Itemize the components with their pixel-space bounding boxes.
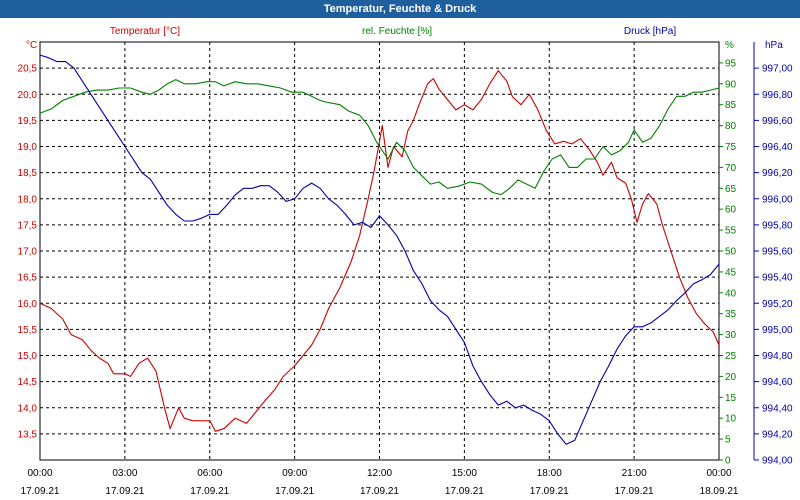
humidity-tick-label: 80 bbox=[725, 121, 737, 132]
humidity-tick-label: 30 bbox=[725, 330, 737, 341]
pressure-tick-label: 995,80 bbox=[762, 220, 793, 231]
temperature-tick-label: 17,0 bbox=[18, 247, 38, 258]
temperature-tick-label: 20,5 bbox=[18, 64, 38, 75]
x-tick-time: 06:00 bbox=[197, 468, 222, 479]
temperature-tick-label: 19,5 bbox=[18, 116, 38, 127]
humidity-header: rel. Feuchte [%] bbox=[362, 26, 432, 37]
pressure-tick-label: 994,20 bbox=[762, 429, 793, 440]
pressure-tick-label: 995,60 bbox=[762, 247, 793, 258]
humidity-tick-label: 0 bbox=[725, 456, 731, 467]
pressure-tick-label: 996,80 bbox=[762, 90, 793, 101]
humidity-tick-label: 35 bbox=[725, 309, 737, 320]
humidity-tick-label: 25 bbox=[725, 351, 737, 362]
temperature-tick-label: 16,5 bbox=[18, 273, 38, 284]
x-tick-date: 17.09.21 bbox=[360, 486, 399, 497]
temperature-tick-label: 20,0 bbox=[18, 90, 38, 101]
temperature-tick-label: 15,0 bbox=[18, 351, 38, 362]
axis-ticks: 00:00 17.09.21 03:00 17.09.21 06:00 17.09.21 0… bbox=[18, 42, 793, 497]
x-tick-time: 18:00 bbox=[537, 468, 562, 479]
humidity-tick-label: 55 bbox=[725, 226, 737, 237]
x-tick-date: 17.09.21 bbox=[21, 486, 60, 497]
humidity-tick-label: 60 bbox=[725, 205, 737, 216]
x-tick-time: 03:00 bbox=[112, 468, 137, 479]
chart-area: °C % hPa Temperatur [°C] rel. Feuchte [%… bbox=[18, 26, 793, 497]
pressure-unit-label: hPa bbox=[765, 40, 783, 51]
humidity-tick-label: 20 bbox=[725, 372, 737, 383]
x-tick-time: 09:00 bbox=[282, 468, 307, 479]
humidity-unit-label: % bbox=[725, 40, 734, 51]
humidity-tick-label: 65 bbox=[725, 184, 737, 195]
x-tick-date: 17.09.21 bbox=[530, 486, 569, 497]
x-tick-date: 18.09.21 bbox=[700, 486, 739, 497]
humidity-tick-label: 40 bbox=[725, 288, 737, 299]
humidity-series-line bbox=[39, 79, 720, 196]
humidity-tick-label: 85 bbox=[725, 100, 737, 111]
x-tick-time: 21:00 bbox=[622, 468, 647, 479]
temperature-tick-label: 18,0 bbox=[18, 194, 38, 205]
humidity-tick-label: 15 bbox=[725, 393, 737, 404]
x-tick-date: 17.09.21 bbox=[190, 486, 229, 497]
humidity-tick-label: 90 bbox=[725, 79, 737, 90]
temperature-tick-label: 14,5 bbox=[18, 377, 38, 388]
pressure-tick-label: 995,00 bbox=[762, 325, 793, 336]
humidity-tick-label: 70 bbox=[725, 163, 737, 174]
pressure-tick-label: 996,60 bbox=[762, 116, 793, 127]
pressure-tick-label: 994,80 bbox=[762, 351, 793, 362]
humidity-tick-label: 75 bbox=[725, 142, 737, 153]
pressure-tick-label: 994,60 bbox=[762, 377, 793, 388]
temperature-header: Temperatur [°C] bbox=[110, 26, 180, 37]
temperature-series-line bbox=[39, 70, 720, 432]
x-tick-time: 15:00 bbox=[452, 468, 477, 479]
pressure-tick-label: 996,00 bbox=[762, 194, 793, 205]
pressure-tick-label: 994,40 bbox=[762, 403, 793, 414]
temperature-unit-label: °C bbox=[26, 40, 37, 51]
x-tick-date: 17.09.21 bbox=[105, 486, 144, 497]
humidity-tick-label: 50 bbox=[725, 247, 737, 258]
pressure-header: Druck [hPa] bbox=[624, 26, 676, 37]
pressure-series-line bbox=[39, 54, 720, 445]
x-tick-date: 17.09.21 bbox=[445, 486, 484, 497]
x-tick-time: 00:00 bbox=[706, 468, 731, 479]
x-tick-date: 17.09.21 bbox=[275, 486, 314, 497]
temperature-tick-label: 17,5 bbox=[18, 220, 38, 231]
pressure-tick-label: 995,20 bbox=[762, 299, 793, 310]
temperature-tick-label: 19,0 bbox=[18, 142, 38, 153]
temperature-tick-label: 18,5 bbox=[18, 168, 38, 179]
pressure-tick-label: 997,00 bbox=[762, 64, 793, 75]
temperature-tick-label: 16,0 bbox=[18, 299, 38, 310]
humidity-tick-label: 10 bbox=[725, 414, 737, 425]
x-tick-time: 12:00 bbox=[367, 468, 392, 479]
pressure-tick-label: 994,00 bbox=[762, 456, 793, 467]
pressure-tick-label: 995,40 bbox=[762, 273, 793, 284]
chart-title: Temperatur, Feuchte & Druck bbox=[0, 0, 800, 18]
pressure-tick-label: 996,20 bbox=[762, 168, 793, 179]
x-tick-time: 00:00 bbox=[27, 468, 52, 479]
temperature-tick-label: 14,0 bbox=[18, 403, 38, 414]
temperature-tick-label: 13,5 bbox=[18, 429, 38, 440]
temperature-tick-label: 15,5 bbox=[18, 325, 38, 336]
humidity-tick-label: 45 bbox=[725, 267, 737, 278]
x-tick-date: 17.09.21 bbox=[615, 486, 654, 497]
humidity-tick-label: 95 bbox=[725, 58, 737, 69]
humidity-tick-label: 5 bbox=[725, 435, 731, 446]
grid-lines bbox=[40, 42, 719, 460]
series-lines bbox=[39, 54, 720, 445]
pressure-tick-label: 996,40 bbox=[762, 142, 793, 153]
